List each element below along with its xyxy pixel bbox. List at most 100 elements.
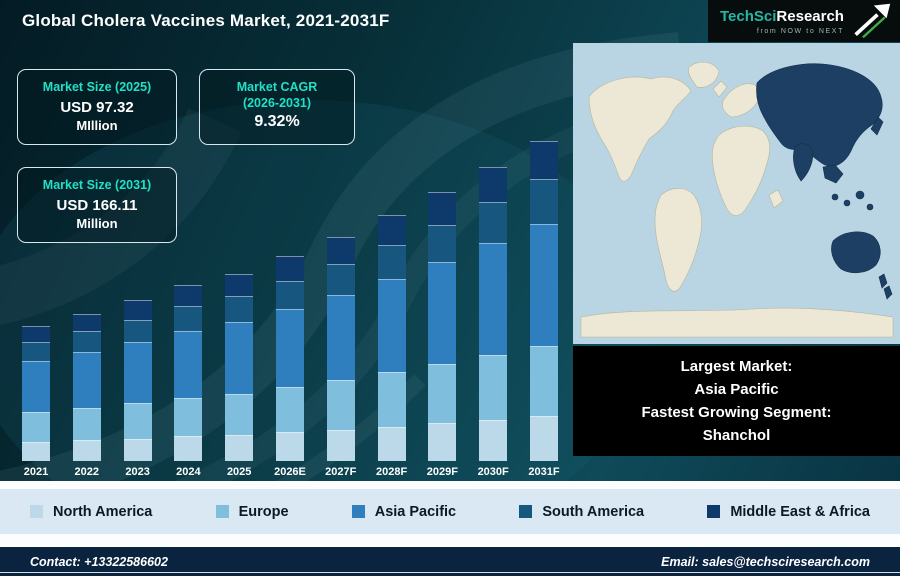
bar-stack (479, 166, 508, 461)
segment-asia-pacific (428, 262, 457, 365)
email-text: Email: sales@techsciresearch.com (661, 554, 870, 569)
market-size-2031-card: Market Size (2031) USD 166.11 Million (17, 167, 177, 243)
legend-swatch-south-america (519, 505, 533, 518)
segment-asia-pacific (174, 330, 203, 398)
card-value: USD 97.32 (60, 99, 134, 116)
card-value: 9.32% (254, 113, 300, 130)
segment-asia-pacific (377, 279, 406, 373)
market-size-2025-card: Market Size (2025) USD 97.32 MIllion (17, 69, 177, 145)
segment-south-america (275, 280, 304, 310)
market-highlights-box: Largest Market: Asia Pacific Fastest Gro… (573, 346, 900, 456)
segment-north-america (529, 416, 558, 461)
contact-text: Contact: +13322586602 (30, 554, 168, 569)
bar-column-2030f: 2030F (471, 166, 515, 478)
segment-europe (72, 408, 101, 441)
world-map-panel (573, 43, 900, 344)
legend-item-north-america: North America (30, 504, 152, 520)
segment-middle-east-africa (72, 313, 101, 332)
segment-north-america (225, 434, 254, 461)
segment-middle-east-africa (377, 215, 406, 245)
segment-middle-east-africa (123, 300, 152, 320)
legend-label: South America (542, 503, 645, 520)
segment-south-america (529, 179, 558, 225)
fastest-segment-label: Fastest Growing Segment: (641, 404, 832, 421)
x-axis-label: 2029F (426, 466, 458, 478)
bar-column-2023: 2023 (116, 300, 160, 478)
legend-swatch-europe (215, 505, 229, 518)
x-axis-label: 2028F (375, 466, 408, 478)
x-axis-label: 2021 (23, 466, 49, 478)
segment-asia-pacific (72, 351, 101, 409)
x-axis-label: 2024 (176, 466, 201, 478)
bar-stack (529, 141, 558, 461)
segment-asia-pacific (529, 224, 558, 346)
chart-legend: North America Europe Asia Pacific South Ame… (0, 489, 900, 534)
bar-stack (428, 192, 457, 461)
segment-south-america (72, 331, 101, 352)
segment-south-america (428, 224, 457, 263)
legend-swatch-asia-pacific (351, 505, 365, 518)
legend-item-middle-east-africa: Middle East & Africa (707, 504, 870, 520)
segment-south-america (22, 342, 50, 362)
legend-item-south-america: South America (519, 504, 644, 520)
bar-column-2021: 2021 (14, 326, 58, 478)
x-axis-label: 2023 (125, 466, 150, 478)
segment-asia-pacific (22, 361, 50, 413)
segment-middle-east-africa (326, 236, 355, 264)
segment-south-america (479, 202, 508, 244)
segment-europe (275, 387, 304, 433)
bar-column-2026e: 2026E (268, 255, 312, 478)
stacked-bar-chart: 2021 2022 2023 2024 2025 2026E 2027F 2028F 2029F… (14, 122, 566, 478)
bar-stack (326, 236, 355, 461)
footer-bar: Contact: +13322586602 Email: sales@techs… (0, 545, 900, 576)
bar-column-2027f: 2027F (319, 236, 363, 478)
world-map (573, 43, 900, 344)
card-unit: Million (76, 216, 118, 231)
segment-middle-east-africa (174, 284, 203, 306)
bar-stack (377, 215, 406, 461)
segment-north-america (377, 426, 406, 461)
segment-europe (529, 345, 558, 417)
bar-column-2031f: 2031F (522, 141, 566, 478)
segment-north-america (72, 440, 101, 461)
legend-item-europe: Europe (215, 503, 289, 520)
segment-north-america (123, 438, 152, 461)
map-highlight-asia-pacific (756, 63, 893, 300)
segment-europe (123, 403, 152, 439)
legend-label: Middle East & Africa (730, 503, 870, 520)
segment-south-america (174, 305, 203, 331)
segment-europe (479, 355, 508, 420)
segment-middle-east-africa (479, 166, 508, 203)
largest-market-label: Largest Market: (680, 358, 793, 375)
segment-asia-pacific (123, 342, 152, 404)
card-heading: Market Size (2031) (42, 178, 152, 192)
fastest-segment-value: Shanchol (702, 427, 771, 444)
footer-divider (0, 572, 900, 573)
card-heading-line2: (2026-2031) (242, 96, 312, 110)
segment-north-america (428, 423, 457, 461)
legend-item-asia-pacific: Asia Pacific (351, 504, 456, 520)
segment-asia-pacific (275, 309, 304, 388)
segment-middle-east-africa (529, 141, 558, 180)
brand-name-primary: TechSci (720, 7, 777, 25)
bar-stack (275, 255, 304, 461)
segment-south-america (123, 319, 152, 343)
segment-asia-pacific (326, 295, 355, 381)
card-value: USD 166.11 (56, 197, 138, 214)
segment-europe (326, 380, 355, 430)
segment-asia-pacific (479, 243, 508, 356)
segment-asia-pacific (225, 322, 254, 394)
legend-swatch-north-america (30, 505, 43, 518)
card-heading: Market Size (2025) (42, 80, 152, 94)
arrow-icon (854, 3, 891, 39)
segment-north-america (275, 432, 304, 461)
segment-north-america (326, 429, 355, 461)
bar-stack (123, 300, 152, 461)
brand-logo: TechSciResearch from NOW to NEXT (708, 0, 900, 42)
segment-europe (225, 393, 254, 435)
legend-label: Europe (238, 503, 289, 520)
x-axis-label: 2022 (74, 466, 100, 478)
bar-stack (174, 284, 203, 461)
segment-south-america (377, 244, 406, 280)
bar-stack (225, 273, 254, 461)
